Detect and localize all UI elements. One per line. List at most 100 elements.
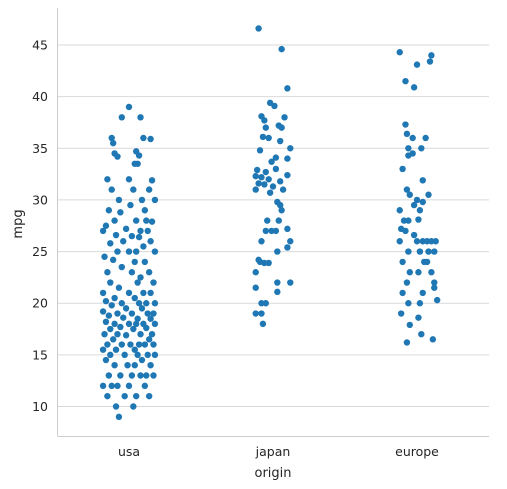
data-point-japan bbox=[272, 165, 280, 173]
data-point-usa bbox=[147, 289, 154, 297]
data-point-europe bbox=[426, 58, 434, 65]
data-point-usa bbox=[104, 392, 111, 400]
data-point-usa bbox=[121, 351, 128, 359]
data-point-usa bbox=[102, 222, 110, 229]
data-point-usa bbox=[138, 196, 146, 204]
data-point-usa bbox=[104, 341, 111, 348]
data-point-usa bbox=[141, 341, 149, 348]
data-point-usa bbox=[102, 356, 110, 364]
data-point-japan bbox=[262, 124, 269, 131]
data-point-usa bbox=[101, 331, 108, 338]
data-point-usa bbox=[118, 300, 126, 307]
data-point-europe bbox=[409, 134, 416, 142]
data-point-usa bbox=[118, 114, 126, 121]
y-tick-label: 45 bbox=[32, 38, 48, 53]
data-point-japan bbox=[281, 114, 288, 121]
data-point-japan bbox=[265, 259, 272, 267]
data-point-usa bbox=[143, 300, 150, 307]
data-point-usa bbox=[134, 160, 141, 167]
data-point-usa bbox=[108, 382, 115, 390]
data-point-usa bbox=[140, 289, 147, 297]
data-point-usa bbox=[148, 218, 156, 225]
data-point-japan bbox=[287, 145, 294, 152]
x-tick-label: europe bbox=[395, 444, 439, 459]
data-point-usa bbox=[112, 403, 120, 410]
data-point-usa bbox=[137, 114, 144, 121]
y-tick-label: 30 bbox=[32, 192, 48, 207]
data-point-europe bbox=[403, 130, 411, 138]
data-point-japan bbox=[278, 207, 285, 214]
data-point-usa bbox=[128, 232, 136, 240]
data-point-usa bbox=[124, 361, 131, 369]
data-point-usa bbox=[141, 258, 149, 266]
data-point-japan bbox=[252, 269, 259, 276]
data-point-usa bbox=[128, 269, 136, 276]
data-point-usa bbox=[144, 351, 151, 359]
data-point-europe bbox=[422, 134, 429, 142]
data-point-europe bbox=[402, 227, 409, 235]
data-point-usa bbox=[125, 289, 133, 297]
data-point-usa bbox=[117, 209, 124, 216]
data-point-usa bbox=[99, 289, 107, 297]
data-point-usa bbox=[111, 361, 118, 369]
data-point-usa bbox=[109, 336, 117, 343]
data-point-usa bbox=[137, 227, 144, 235]
data-point-usa bbox=[147, 135, 154, 143]
data-point-usa bbox=[102, 297, 110, 305]
data-point-europe bbox=[415, 314, 422, 321]
data-point-europe bbox=[396, 49, 403, 56]
data-point-usa bbox=[144, 227, 151, 235]
data-point-usa bbox=[112, 346, 120, 353]
data-point-usa bbox=[105, 207, 113, 214]
data-point-japan bbox=[253, 166, 261, 174]
data-point-europe bbox=[419, 289, 426, 297]
data-point-europe bbox=[406, 269, 413, 276]
data-point-usa bbox=[125, 103, 133, 111]
y-tick-label: 25 bbox=[32, 244, 48, 259]
data-point-japan bbox=[259, 133, 267, 141]
data-point-europe bbox=[405, 248, 412, 255]
data-point-usa bbox=[127, 201, 134, 209]
y-axis-title: mpg bbox=[11, 209, 26, 238]
data-point-europe bbox=[399, 289, 406, 297]
data-point-japan bbox=[279, 186, 287, 193]
data-point-usa bbox=[115, 196, 123, 204]
data-point-japan bbox=[255, 180, 262, 187]
data-point-usa bbox=[140, 243, 147, 250]
data-point-japan bbox=[252, 284, 259, 291]
data-point-usa bbox=[133, 320, 140, 328]
data-point-japan bbox=[262, 227, 269, 235]
data-point-usa bbox=[135, 341, 143, 348]
data-point-usa bbox=[107, 325, 114, 333]
data-point-usa bbox=[141, 382, 149, 390]
data-point-japan bbox=[284, 155, 291, 162]
data-point-usa bbox=[99, 382, 107, 390]
data-point-europe bbox=[405, 145, 412, 152]
data-point-europe bbox=[405, 300, 412, 307]
data-point-europe bbox=[425, 248, 432, 255]
data-point-europe bbox=[418, 145, 425, 152]
data-point-japan bbox=[268, 158, 275, 165]
data-point-japan bbox=[284, 225, 291, 233]
data-point-usa bbox=[151, 196, 159, 204]
data-point-japan bbox=[252, 186, 259, 193]
data-point-usa bbox=[118, 263, 126, 271]
data-point-europe bbox=[416, 300, 424, 307]
data-point-europe bbox=[413, 238, 421, 245]
data-point-usa bbox=[147, 315, 154, 322]
data-point-europe bbox=[431, 284, 438, 291]
data-point-usa bbox=[125, 248, 133, 255]
data-point-usa bbox=[128, 310, 136, 317]
data-point-usa bbox=[122, 305, 130, 312]
data-point-usa bbox=[128, 372, 136, 379]
data-point-usa bbox=[151, 248, 159, 255]
data-point-europe bbox=[403, 339, 411, 346]
data-point-europe bbox=[406, 191, 413, 198]
data-point-usa bbox=[134, 315, 141, 322]
data-point-europe bbox=[418, 331, 425, 338]
data-point-usa bbox=[108, 186, 115, 193]
x-tick-label: japan bbox=[255, 444, 291, 459]
data-point-usa bbox=[147, 361, 154, 369]
data-point-usa bbox=[143, 217, 150, 224]
data-point-usa bbox=[117, 372, 124, 379]
